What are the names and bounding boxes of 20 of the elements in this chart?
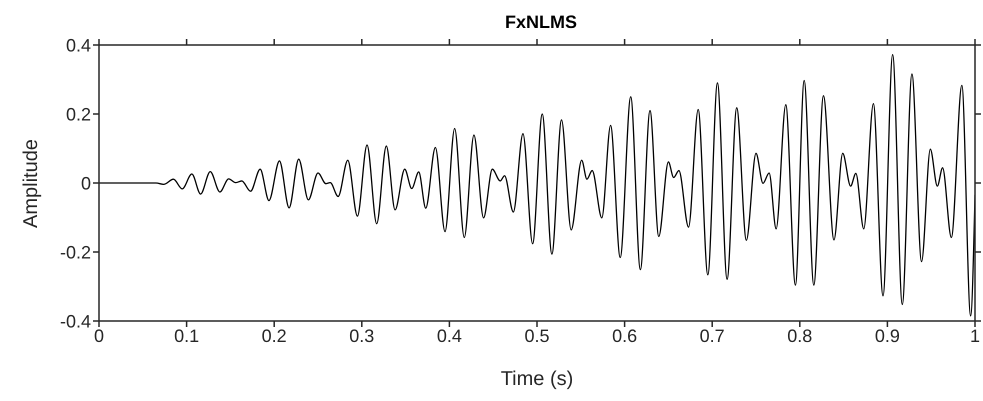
y-tick-label: -0.2: [60, 242, 91, 262]
chart-title: FxNLMS: [504, 12, 578, 33]
x-tick-label: 0.8: [787, 326, 812, 346]
x-tick-label: 0.3: [349, 326, 374, 346]
y-tick-label: -0.4: [60, 311, 91, 332]
x-tick-label: 0.4: [436, 326, 462, 346]
x-tick-label: 0.5: [524, 326, 550, 346]
x-tick-label: 0.6: [612, 326, 638, 346]
y-tick-label: 0.2: [66, 104, 91, 124]
y-axis-title: Amplitude: [20, 139, 42, 228]
x-tick-label: 0.7: [700, 326, 725, 346]
x-tick-label: 0.1: [174, 326, 200, 346]
x-tick-label: 0.2: [262, 326, 287, 346]
x-axis-title: Time (s): [500, 368, 574, 390]
line-series: [99, 54, 975, 316]
y-tick-label: 0: [80, 173, 91, 194]
x-tick-label: 0.9: [874, 326, 900, 346]
x-tick-label: 0: [94, 326, 104, 346]
y-tick-label: 0.4: [66, 35, 91, 56]
x-tick-label: 1: [970, 326, 980, 346]
